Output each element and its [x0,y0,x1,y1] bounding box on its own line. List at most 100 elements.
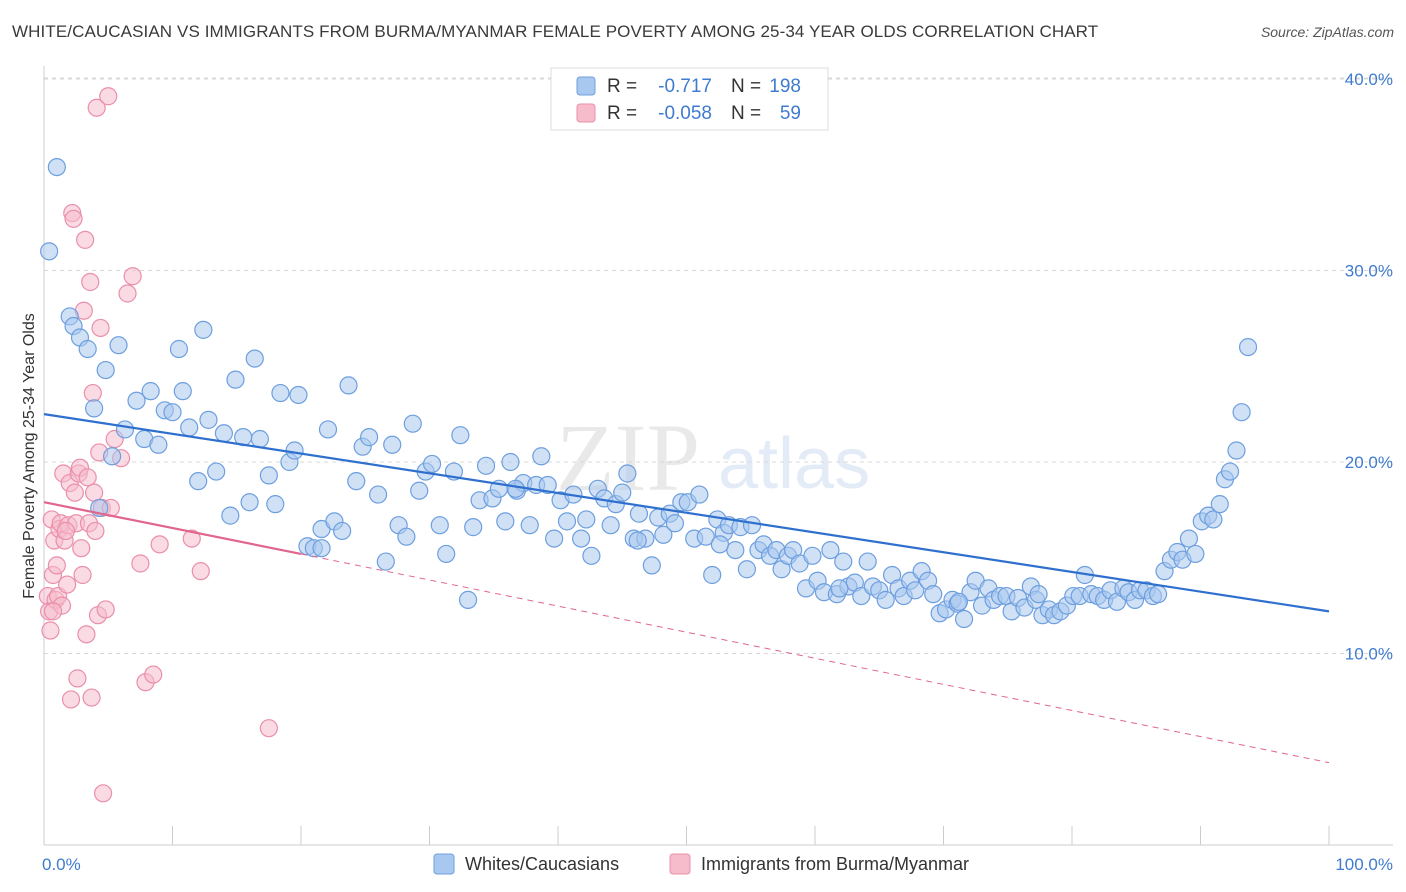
burma-point [81,272,100,292]
stats-n-value-white: 198 [769,76,801,97]
burma-point [65,483,84,502]
white-point [109,336,128,355]
stats-r-value-burma: -0.058 [658,103,712,124]
white-point [1029,585,1048,604]
stats-r-label-burma: R = [607,103,637,124]
burma-point [182,529,201,548]
burma-point [94,784,113,803]
burma-point [86,521,105,541]
legend-label-white: Whites/Caucasians [465,854,619,874]
white-point [924,585,943,604]
white-point [285,441,304,460]
white-point [834,552,853,571]
white-point [410,481,429,500]
white-point [476,456,496,475]
white-point [240,493,259,512]
burma-point [259,719,278,738]
burma-point [64,209,83,228]
white-point [173,382,192,401]
white-point [339,376,358,395]
white-point [85,399,104,418]
burma-point [150,535,169,554]
burma-point [73,565,92,585]
trend-line-burma-extension [300,553,1330,764]
white-point [78,339,97,359]
y-tick-label: 10.0% [1345,645,1393,664]
burma-point [56,521,75,541]
white-point [194,320,213,339]
white-point [115,420,135,439]
white-point [628,531,647,550]
burma-point [99,87,118,106]
white-point [582,546,601,565]
stats-n-value-burma: 59 [780,103,801,124]
legend-swatch-white [433,853,455,875]
white-point [613,483,632,502]
white-point [430,516,449,535]
white-point [618,464,637,483]
white-point [1220,462,1240,481]
white-point [403,414,422,433]
white-point [437,544,456,564]
white-point [654,525,673,544]
white-point [207,462,226,481]
white-point [572,529,591,548]
y-axis-label: Female Poverty Among 25-34 Year Olds [21,313,38,599]
white-point [250,429,269,449]
white-point [245,349,264,368]
white-point [40,242,59,261]
legend-swatch-burma [669,853,691,875]
white-point [1179,529,1199,548]
white-point [506,479,525,498]
burma-point [83,383,102,403]
x-tick-label-min: 0.0% [42,855,81,874]
white-point [642,556,661,575]
white-point [601,516,620,535]
burma-point [68,669,87,688]
white-point [214,424,233,443]
white-point [376,552,395,571]
white-point [520,516,539,535]
burma-point [191,562,210,581]
burma-point [78,468,97,487]
white-point [347,472,366,491]
burma-point [91,318,110,338]
burma-point [43,602,63,621]
y-tick-label: 20.0% [1345,453,1393,472]
white-point [1227,441,1246,460]
white-point [1232,403,1251,422]
y-axis-ticks: 10.0% 20.0% 30.0% 40.0% [1345,70,1393,664]
white-point [333,521,352,541]
white-point [557,512,577,531]
white-point [830,579,849,598]
white-point [876,590,895,609]
burma-point [96,600,115,619]
white-point [271,383,290,403]
burma-point [123,267,142,286]
stats-r-value-white: -0.717 [658,76,712,97]
stats-swatch-burma [576,103,596,123]
white-point [289,385,308,405]
burma-point [82,688,101,707]
source-credit: Source: ZipAtlas.com [1260,24,1394,40]
white-point [821,540,840,560]
white-point [696,527,715,546]
burma-point [77,625,96,644]
burma-point [144,665,163,684]
white-point [906,581,925,600]
stats-r-label-white: R = [607,76,637,97]
chart-title: WHITE/CAUCASIAN VS IMMIGRANTS FROM BURMA… [12,22,1099,41]
trend-lines [43,413,1330,764]
burma-point [85,483,104,502]
burma-point [131,554,150,573]
series-legend: Whites/Caucasians Immigrants from Burma/… [433,853,969,875]
white-point [737,560,756,579]
white-point [226,370,245,389]
legend-label-burma: Immigrants from Burma/Myanmar [701,854,969,874]
burma-point [118,284,137,303]
series-white-points [40,157,1258,629]
x-tick-label-max: 100.0% [1335,855,1393,874]
burma-point [76,230,95,249]
white-point [703,565,722,585]
white-point [545,529,564,548]
